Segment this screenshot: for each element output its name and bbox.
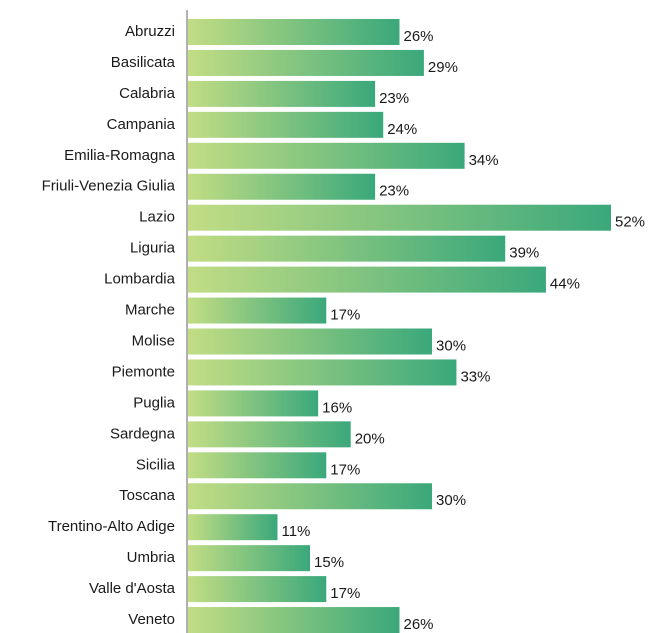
bar	[188, 173, 376, 200]
category-label: Friuli-Venezia Giulia	[42, 178, 176, 195]
category-label: Piemonte	[112, 363, 175, 380]
value-label: 16%	[322, 399, 352, 416]
category-label: Lazio	[139, 209, 175, 226]
value-label: 17%	[330, 585, 360, 602]
bar	[188, 49, 424, 76]
category-label: Campania	[107, 116, 176, 133]
category-label: Toscana	[119, 487, 176, 504]
value-label: 17%	[330, 307, 360, 324]
value-label: 30%	[436, 337, 466, 354]
value-label: 44%	[550, 276, 580, 293]
category-label: Sardegna	[110, 425, 176, 442]
category-label: Liguria	[130, 240, 176, 257]
bar	[188, 19, 400, 45]
bar	[188, 545, 311, 572]
category-label: Abruzzi	[125, 23, 175, 40]
bar	[188, 576, 327, 603]
bar	[188, 266, 546, 293]
value-label: 17%	[330, 461, 360, 478]
category-label: Veneto	[128, 611, 175, 628]
bar	[188, 328, 433, 355]
bar	[188, 421, 351, 448]
value-label: 24%	[387, 121, 417, 138]
bar	[188, 483, 433, 510]
bar	[188, 235, 506, 262]
bar	[188, 514, 278, 541]
value-label: 11%	[281, 523, 310, 540]
category-label: Sicilia	[136, 456, 176, 473]
value-label: 23%	[379, 90, 409, 107]
category-label: Umbria	[127, 549, 176, 566]
bar	[188, 80, 376, 107]
value-label: 29%	[428, 59, 458, 76]
value-label: 26%	[404, 28, 434, 45]
category-label: Lombardia	[104, 271, 176, 288]
category-label: Marche	[125, 302, 175, 319]
category-label: Valle d'Aosta	[89, 580, 176, 597]
value-label: 15%	[314, 554, 344, 571]
value-label: 20%	[355, 430, 385, 447]
bar	[188, 111, 384, 138]
category-label: Molise	[132, 332, 175, 349]
bar	[188, 204, 611, 231]
category-label: Calabria	[119, 85, 176, 102]
value-label: 33%	[460, 368, 490, 385]
bar	[188, 452, 327, 479]
category-label: Emilia-Romagna	[64, 147, 176, 164]
category-label: Basilicata	[111, 54, 176, 71]
value-label: 26%	[404, 616, 434, 633]
value-label: 34%	[469, 152, 499, 169]
value-label: 30%	[436, 492, 466, 509]
value-label: 23%	[379, 183, 409, 200]
bar	[188, 142, 465, 169]
bar	[188, 359, 457, 386]
category-label: Trentino-Alto Adige	[48, 518, 175, 535]
value-label: 52%	[615, 214, 645, 231]
category-label: Puglia	[133, 394, 175, 411]
bar	[188, 297, 327, 324]
bar	[188, 607, 400, 633]
value-label: 39%	[509, 245, 539, 262]
bar	[188, 390, 319, 417]
